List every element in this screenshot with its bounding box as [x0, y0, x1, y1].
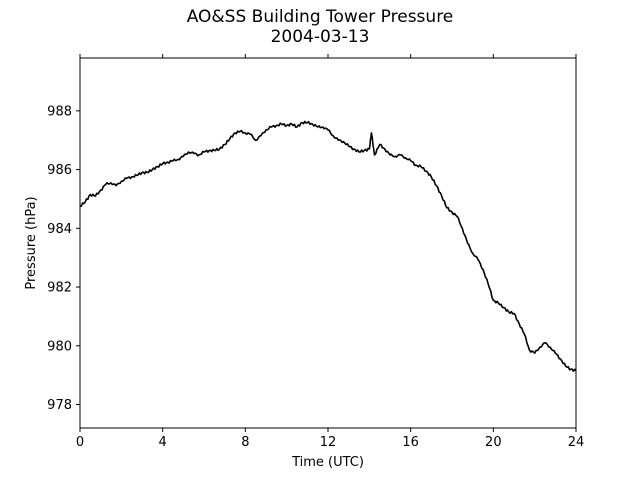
x-tick-label: 4 [159, 435, 167, 450]
y-tick-label: 988 [47, 104, 72, 119]
y-tick-label: 984 [47, 222, 72, 237]
x-tick-label: 8 [241, 435, 249, 450]
y-tick-label: 982 [47, 281, 72, 296]
x-tick-label: 12 [320, 435, 337, 450]
plot-frame [79, 57, 577, 429]
y-tick-label: 980 [47, 339, 72, 354]
x-tick-label: 24 [568, 435, 585, 450]
chart-subtitle: 2004-03-13 [270, 27, 370, 47]
x-tick-label: 20 [485, 435, 502, 450]
y-axis-label: Pressure (hPa) [24, 196, 39, 289]
x-tick-label: 16 [402, 435, 419, 450]
chart-title: AO&SS Building Tower Pressure [186, 7, 454, 27]
x-axis-label: Time (UTC) [291, 455, 364, 470]
pressure-series-line [79, 120, 577, 372]
y-tick-label: 978 [47, 398, 72, 413]
x-tick-label: 0 [76, 435, 84, 450]
y-tick-label: 986 [47, 163, 72, 178]
